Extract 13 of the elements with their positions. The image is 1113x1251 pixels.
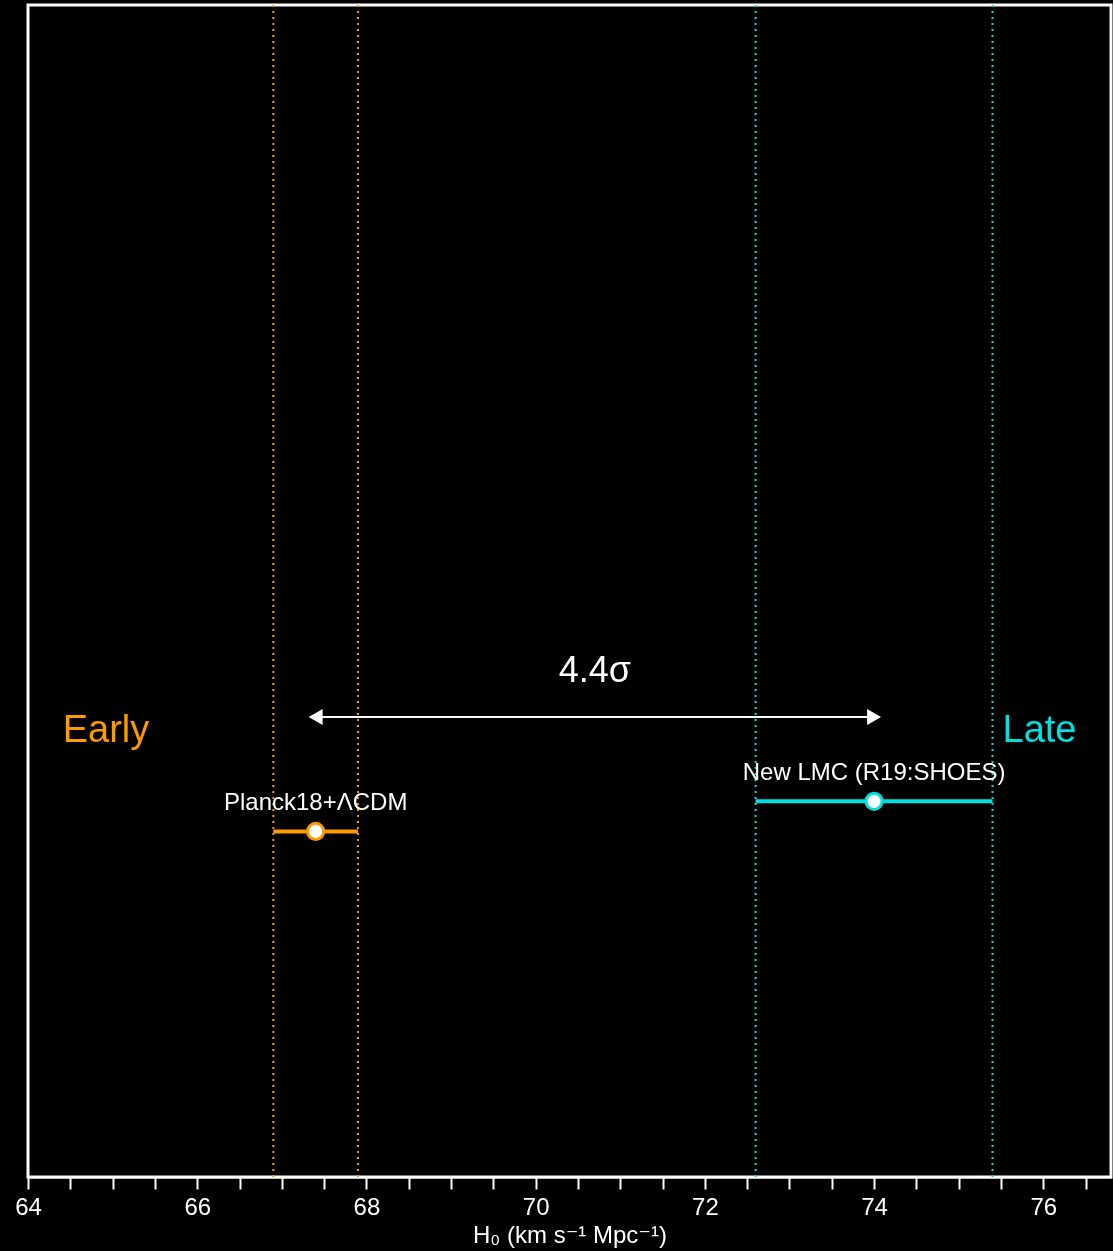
annotation: Late xyxy=(1002,708,1077,751)
x-tick-label: 70 xyxy=(522,1192,550,1220)
x-tick-label: 74 xyxy=(861,1192,888,1220)
series-label: Planck18+ΛCDM xyxy=(223,788,408,816)
annotation: 4.4σ xyxy=(558,649,632,691)
x-axis-title: H₀ (km s⁻¹ Mpc⁻¹) xyxy=(473,1220,667,1248)
x-tick-label: 66 xyxy=(184,1192,212,1220)
x-tick-label: 72 xyxy=(692,1192,719,1220)
annotation: Early xyxy=(62,708,150,751)
x-tick-label: 68 xyxy=(353,1192,381,1220)
series-label: New LMC (R19:SHOES) xyxy=(742,758,1006,786)
x-tick-label: 76 xyxy=(1030,1192,1058,1220)
x-tick-label: 64 xyxy=(15,1192,42,1220)
